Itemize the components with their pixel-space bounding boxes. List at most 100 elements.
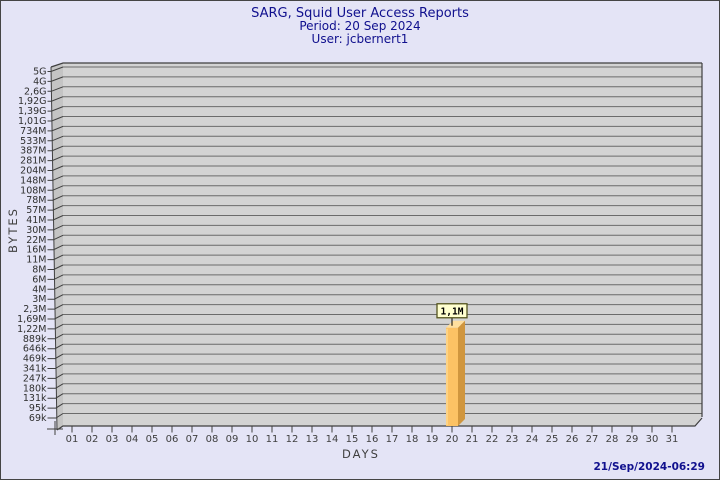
x-tick-label: 09 [226,434,239,445]
x-tick-label: 08 [206,434,219,445]
y-tick-label: 78M [26,195,46,206]
y-tick-label: 1,22M [17,324,46,335]
y-tick-label: 281M [20,156,46,167]
x-tick-label: 28 [606,434,619,445]
y-tick-label: 204M [20,166,46,177]
y-tick-label: 69k [29,413,47,424]
x-tick-label: 10 [246,434,259,445]
y-tick-label: 387M [20,146,46,157]
y-tick-label: 16M [26,245,46,256]
y-tick-label: 57M [26,205,46,216]
y-tick-label: 533M [20,136,46,147]
y-axis-title: BYTES [6,207,20,253]
generation-timestamp: 21/Sep/2024-06:29 [593,461,706,473]
y-tick [47,274,64,280]
y-tick-label: 95k [29,403,47,414]
x-tick-label: 11 [266,434,279,445]
x-tick-label: 15 [346,434,359,445]
plot-front-face [63,63,702,426]
x-tick-label: 07 [186,434,199,445]
x-tick-label: 23 [506,434,519,445]
x-tick-label: 30 [646,434,659,445]
x-tick-label: 02 [86,434,99,445]
plot-bottom-edge [56,417,703,431]
y-tick-label: 22M [26,235,46,246]
y-tick-label: 889k [23,334,47,345]
x-tick-label: 14 [326,434,339,445]
bars: 1,1M [436,303,468,426]
y-tick-label: 1,01G [18,116,47,127]
y-tick-label: 1,39G [18,106,47,117]
x-tick-label: 26 [566,434,579,445]
y-tick-label: 108M [20,185,46,196]
x-tick-label: 17 [386,434,399,445]
y-tick [47,373,64,379]
plot-side-wall [51,63,63,430]
plot-area [47,63,702,430]
y-tick [47,363,64,369]
x-tick-label: 20 [446,434,459,445]
y-tick [47,403,64,409]
y-tick-label: 4M [32,284,46,295]
x-tick-label: 04 [126,434,139,445]
x-tick-label: 06 [166,434,179,445]
x-tick-label: 24 [526,434,539,445]
bar-value-label: 1,1M [441,306,464,317]
y-tick [47,284,64,290]
x-tick-label: 19 [426,434,439,445]
y-tick-label: 341k [23,364,47,375]
y-tick-label: 646k [23,344,47,355]
y-tick-label: 5G [33,67,46,78]
chart-header: SARG, Squid User Access Reports Period: … [1,7,719,46]
y-tick-label: 30M [26,225,46,236]
y-tick-label: 1,69M [17,314,46,325]
x-tick-label: 13 [306,434,319,445]
x-tick-label: 29 [626,434,639,445]
x-tick-label: 25 [546,434,559,445]
bar-side-face [458,320,465,426]
y-tick-label: 2,3M [23,304,46,315]
axes: 5G4G2,6G1,92G1,39G1,01G734M533M387M281M2… [17,62,703,445]
x-tick-label: 12 [286,434,299,445]
x-tick-label: 31 [666,434,679,445]
chart-title: SARG, Squid User Access Reports [251,6,469,21]
y-tick-label: 41M [26,215,46,226]
y-tick-label: 247k [23,373,47,384]
y-tick [47,393,64,399]
y-tick [47,383,64,389]
bar-top-face [446,320,465,328]
y-tick-label: 4G [33,76,46,87]
y-tick-label: 469k [23,354,47,365]
chart-period: Period: 20 Sep 2024 [299,19,421,33]
y-tick-label: 734M [20,126,46,137]
y-tick [47,294,64,300]
y-tick [47,413,64,419]
y-tick-label: 180k [23,383,47,394]
x-tick-label: 03 [106,434,119,445]
y-tick [47,343,64,350]
x-tick-label: 21 [466,434,479,445]
y-tick-label: 3M [32,294,46,305]
plot-top-edge [50,62,702,68]
y-tick-label: 8M [32,265,46,276]
y-tick [47,314,64,320]
y-tick [47,333,64,340]
bar-front-face [446,327,458,426]
y-tick-label: 6M [32,274,46,285]
chart-user: User: jcbernert1 [311,32,409,46]
x-tick-label: 27 [586,434,599,445]
y-tick [47,353,64,360]
y-tick-label: 11M [26,255,46,266]
y-tick [47,323,64,330]
x-tick-label: 18 [406,434,419,445]
x-tick-label: 22 [486,434,499,445]
plot-left-edge [50,66,58,431]
y-tick-label: 1,92G [18,96,47,107]
x-tick-label: 01 [66,434,79,445]
bar-value-box [436,303,468,319]
x-tick-label: 16 [366,434,379,445]
y-tick [47,304,64,310]
y-tick-label: 131k [23,393,47,404]
